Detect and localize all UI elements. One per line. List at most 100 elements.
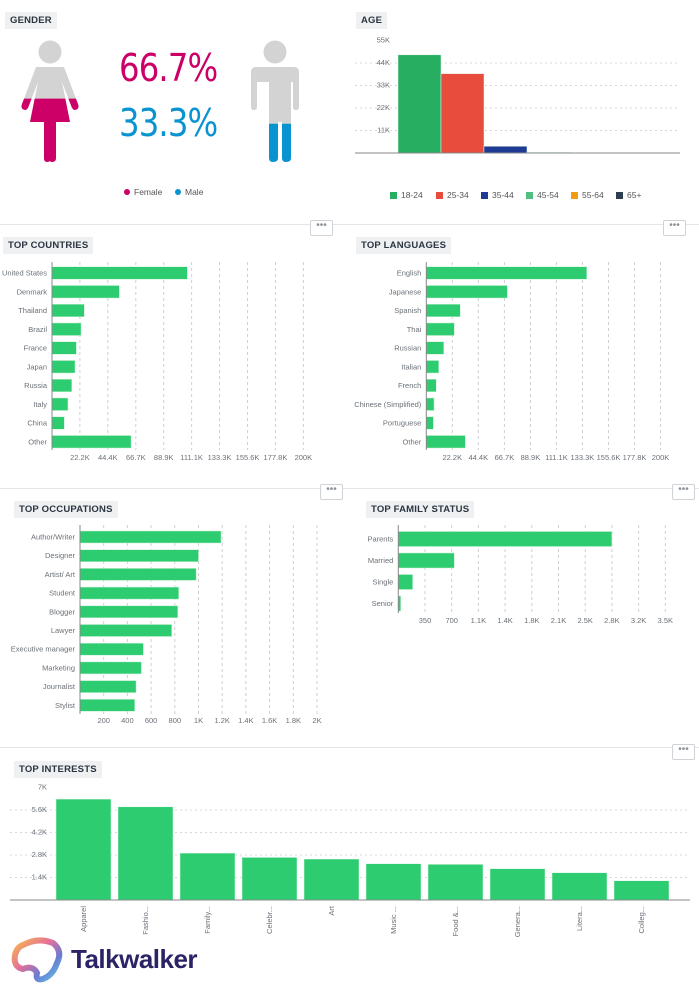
x-tick-label: 22.2K — [70, 453, 90, 462]
y-tick-label: 44K — [377, 58, 390, 67]
legend-label: 55-64 — [582, 190, 604, 200]
x-tick-label: 66.7K — [495, 453, 515, 462]
category-label: Thailand — [18, 306, 47, 315]
y-tick-label: 7K — [38, 783, 47, 792]
legend-swatch-icon — [390, 191, 397, 199]
age-legend-item[interactable]: 25-34 — [436, 190, 469, 200]
male-dot-icon — [175, 189, 181, 195]
bar — [51, 266, 188, 280]
category-label: China — [27, 419, 47, 428]
more-options-button[interactable]: ••• — [663, 220, 686, 236]
bar — [613, 880, 670, 901]
x-tick-label: 88.9K — [154, 453, 174, 462]
x-tick-label: 44.4K — [468, 453, 488, 462]
bar — [426, 304, 461, 317]
bar — [398, 552, 455, 569]
bar — [79, 605, 179, 619]
category-label: United States — [2, 269, 47, 278]
female-percentage: 66.7% — [119, 46, 218, 90]
category-label: Single — [372, 578, 393, 587]
age-legend-item[interactable]: 35-44 — [481, 190, 514, 200]
legend-label: 45-54 — [537, 190, 559, 200]
category-label: Stylist — [55, 701, 76, 710]
interests-title: TOP INTERESTS — [14, 761, 102, 778]
age-legend-item[interactable]: 18-24 — [390, 190, 423, 200]
bar — [51, 397, 69, 411]
languages-chart: 22.2K 44.4K 66.7K 88.9K 111.1K 133.3K 155.6K 17… — [354, 262, 669, 462]
bar — [426, 379, 437, 392]
y-tick-label: 4.2K — [32, 828, 47, 837]
x-tick-label: 3.2K — [631, 616, 646, 625]
category-label: Senior — [372, 599, 394, 608]
x-tick-label: 2K — [312, 716, 321, 725]
family-status-chart: 350 700 1.1K 1.4K 1.8K 2.1K 2.5K 2.8K 3.2K 3.5K Pa… — [367, 525, 673, 625]
x-tick-label: 700 — [445, 616, 458, 625]
bar — [51, 341, 77, 355]
x-tick-label: 1.4K — [238, 716, 253, 725]
gender-title: GENDER — [5, 12, 57, 29]
interests-chart: 1.4K 2.8K 4.2K 5.6K 7K Apparel Fashio... Family… — [10, 783, 690, 937]
x-tick-label: 1.8K — [286, 716, 301, 725]
category-label: Brazil — [28, 325, 47, 334]
bar — [51, 360, 76, 374]
legend-swatch-icon — [436, 191, 443, 199]
bar — [440, 73, 485, 154]
x-tick-label: 1.6K — [262, 716, 277, 725]
more-options-button[interactable]: ••• — [672, 744, 695, 760]
legend-label: Male — [185, 187, 204, 197]
x-tick-label: 400 — [121, 716, 134, 725]
x-tick-label: 1.4K — [497, 616, 512, 625]
bar — [426, 360, 439, 374]
x-category-label: Apparel — [79, 906, 88, 932]
category-label: Student — [49, 589, 76, 598]
legend-swatch-icon — [616, 191, 623, 199]
category-label: Portuguese — [383, 419, 421, 428]
more-options-button[interactable]: ••• — [672, 484, 695, 500]
age-legend-item[interactable]: 65+ — [616, 190, 641, 200]
y-tick-label: 5.6K — [32, 805, 47, 814]
more-options-button[interactable]: ••• — [310, 220, 333, 236]
bar — [398, 574, 413, 590]
category-label: Married — [368, 556, 393, 565]
category-label: Thai — [407, 325, 422, 334]
bar — [51, 285, 120, 299]
y-tick-label: 1.4K — [32, 873, 47, 882]
bar — [426, 266, 588, 280]
category-label: France — [24, 344, 47, 353]
more-options-button[interactable]: ••• — [320, 484, 343, 500]
bar — [51, 416, 65, 430]
category-label: Denmark — [17, 287, 48, 296]
category-label: Italy — [33, 400, 47, 409]
bar — [426, 285, 508, 299]
x-category-label: Family... — [203, 906, 212, 934]
category-label: English — [397, 269, 422, 278]
bar — [489, 868, 546, 901]
x-tick-label: 1.2K — [214, 716, 229, 725]
legend-swatch-icon — [481, 191, 488, 199]
category-label: Other — [28, 437, 47, 446]
x-category-label: Celebr... — [265, 906, 274, 934]
x-tick-label: 177.8K — [623, 453, 647, 462]
x-tick-label: 1.8K — [524, 616, 539, 625]
bar — [241, 857, 298, 901]
age-legend-item[interactable]: 55-64 — [571, 190, 604, 200]
x-category-label: Litera... — [575, 906, 584, 931]
category-label: Japan — [27, 362, 47, 371]
divider — [0, 224, 699, 225]
x-tick-label: 2.8K — [604, 616, 619, 625]
age-legend-item[interactable]: 45-54 — [526, 190, 559, 200]
legend-female[interactable]: Female — [124, 187, 162, 197]
x-tick-label: 2.1K — [551, 616, 566, 625]
legend-swatch-icon — [526, 191, 533, 199]
y-tick-label: 33K — [377, 81, 390, 90]
x-tick-label: 155.6K — [597, 453, 621, 462]
legend-male[interactable]: Male — [175, 187, 203, 197]
legend-label: 65+ — [627, 190, 642, 200]
talkwalker-logo-icon — [11, 937, 63, 983]
divider — [0, 488, 699, 489]
male-figure-icon — [251, 40, 299, 162]
category-label: Parents — [367, 535, 393, 544]
x-tick-label: 133.3K — [571, 453, 595, 462]
x-tick-label: 1.1K — [471, 616, 486, 625]
bar — [426, 416, 434, 430]
